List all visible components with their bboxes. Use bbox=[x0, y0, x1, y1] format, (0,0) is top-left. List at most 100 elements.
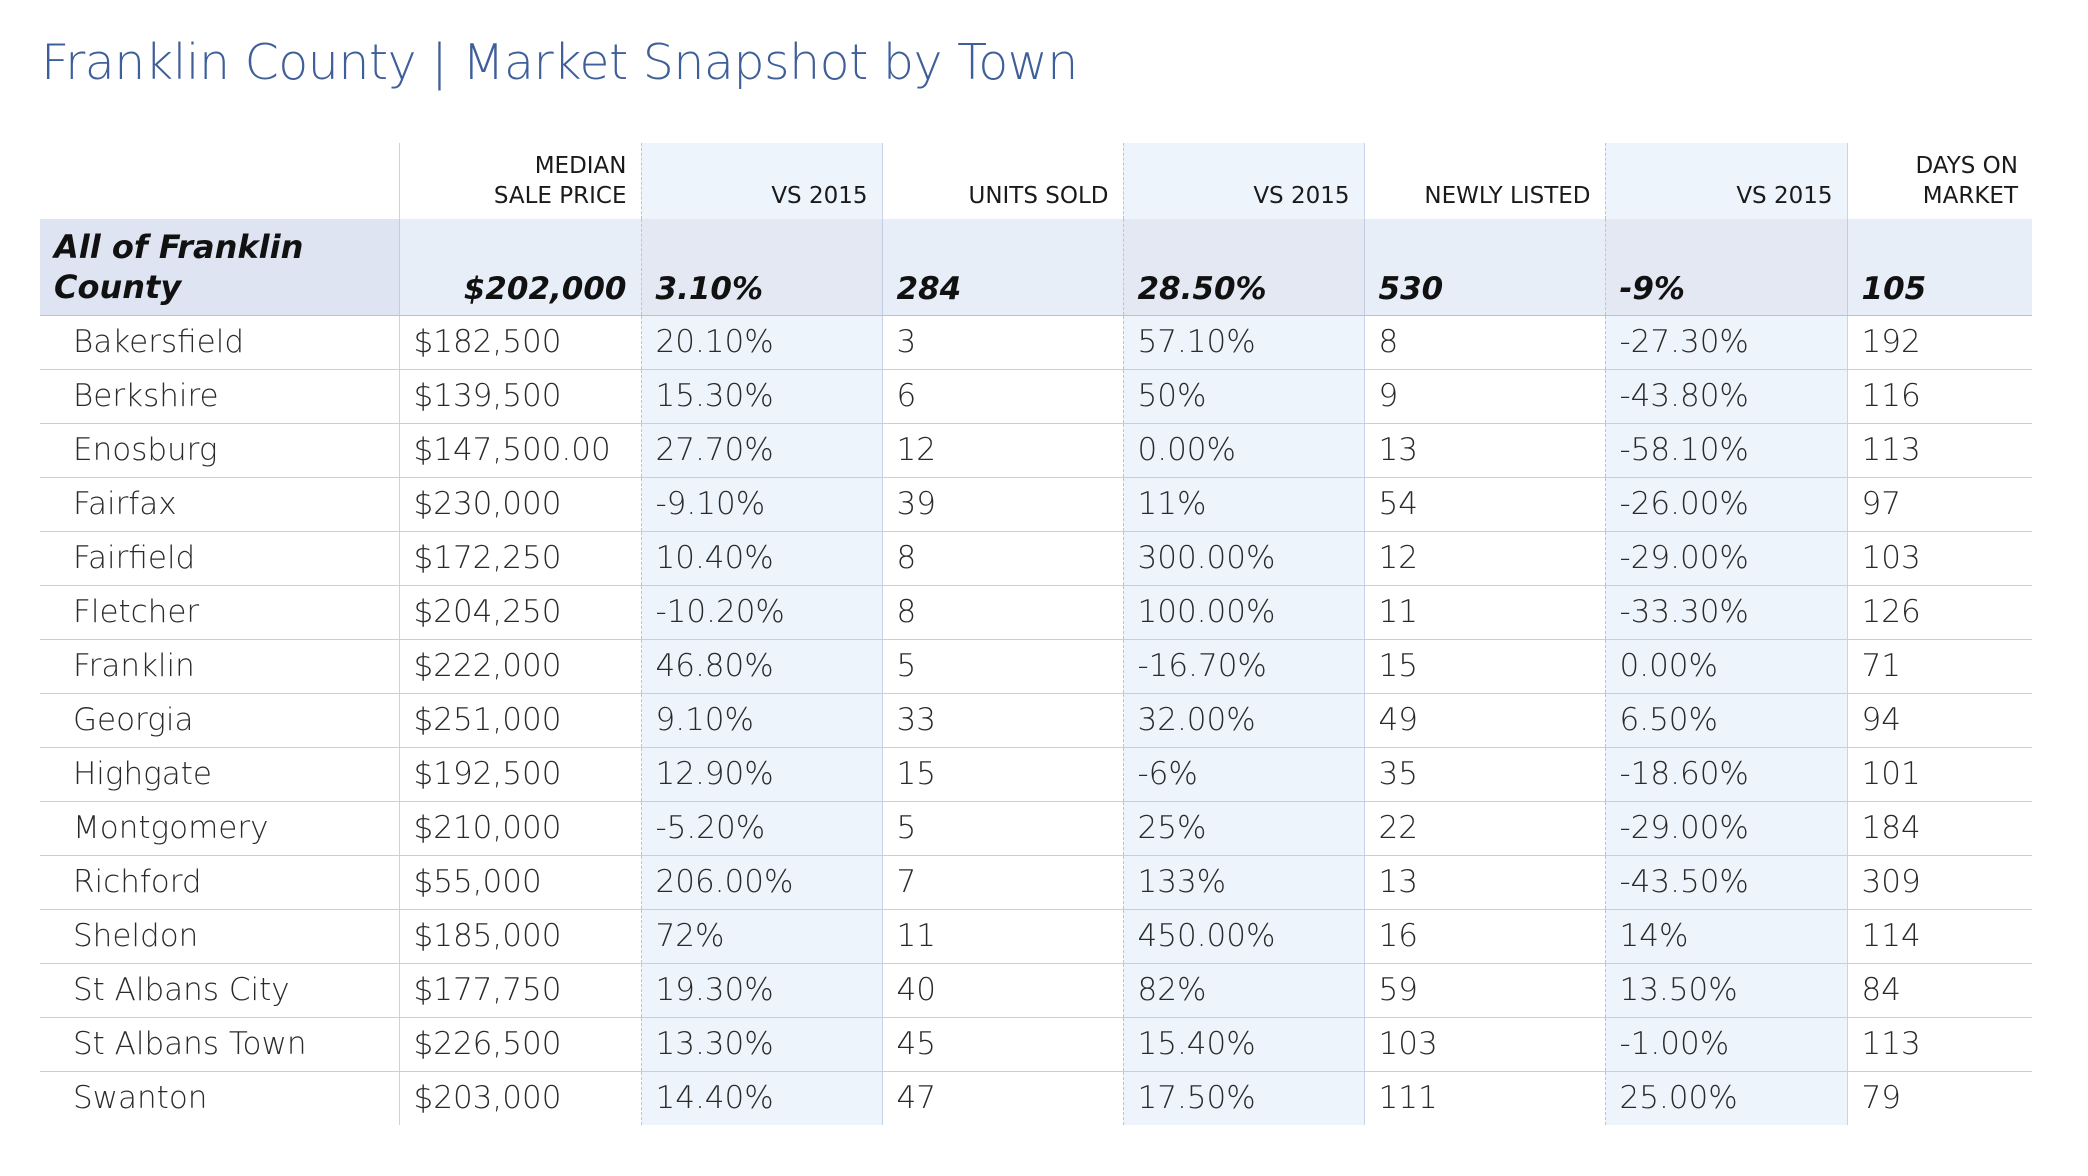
vs-2015-price-cell: 46.80% bbox=[640, 639, 883, 694]
units-sold-cell: 6 bbox=[882, 369, 1123, 424]
summary-name-line1: All of Franklin bbox=[54, 227, 304, 266]
town-name-cell: Berkshire bbox=[40, 369, 400, 424]
vs-2015-units-cell: -16.70% bbox=[1122, 639, 1365, 694]
days-on-market-cell: 114 bbox=[1847, 909, 2032, 964]
header-town bbox=[40, 143, 400, 219]
newly-listed-cell: 22 bbox=[1364, 801, 1605, 856]
vs-2015-price-cell: 15.30% bbox=[640, 369, 883, 424]
vs-2015-price-cell: 10.40% bbox=[640, 531, 883, 586]
vs-2015-listed-cell: -18.60% bbox=[1604, 747, 1848, 802]
vs-2015-listed-cell: -43.50% bbox=[1604, 855, 1848, 910]
town-name-cell: Franklin bbox=[40, 639, 400, 694]
summary-vs-listed: -9% bbox=[1604, 219, 1848, 316]
vs-2015-price-cell: 13.30% bbox=[640, 1017, 883, 1072]
header-vs-2015-price: VS 2015 bbox=[640, 143, 883, 219]
vs-2015-price-cell: 206.00% bbox=[640, 855, 883, 910]
town-name-cell: Swanton bbox=[40, 1071, 400, 1125]
vs-2015-price-cell: 12.90% bbox=[640, 747, 883, 802]
header-dom-line1: DAYS ON bbox=[1915, 153, 2018, 179]
median-sale-price-cell: $172,250 bbox=[399, 531, 641, 586]
units-sold-cell: 5 bbox=[882, 639, 1123, 694]
days-on-market-cell: 116 bbox=[1847, 369, 2032, 424]
vs-2015-listed-cell: 25.00% bbox=[1604, 1071, 1848, 1125]
header-vs-2015-listed: VS 2015 bbox=[1604, 143, 1848, 219]
median-sale-price-cell: $147,500.00 bbox=[399, 423, 641, 478]
vs-2015-units-cell: 15.40% bbox=[1122, 1017, 1365, 1072]
vs-2015-units-cell: 300.00% bbox=[1122, 531, 1365, 586]
town-name-cell: Georgia bbox=[40, 693, 400, 748]
newly-listed-cell: 111 bbox=[1378, 1080, 1438, 1117]
table-row: Fairfield $172,250 10.40% 8 300.00% 12 -29.00%… bbox=[40, 531, 2032, 586]
vs-2015-listed-cell: 13.50% bbox=[1604, 963, 1848, 1018]
summary-name-line2: County bbox=[54, 267, 182, 306]
vs-2015-units-cell: 32.00% bbox=[1122, 693, 1365, 748]
vs-2015-price-cell: 20.10% bbox=[640, 315, 883, 370]
vs-2015-listed-cell: -29.00% bbox=[1604, 531, 1848, 586]
median-sale-price-cell: $210,000 bbox=[399, 801, 641, 856]
newly-listed-cell: 54 bbox=[1364, 477, 1605, 532]
newly-listed-cell: 16 bbox=[1364, 909, 1605, 964]
table-row: St Albans Town $226,500 13.30% 45 15.40% 103-… bbox=[40, 1017, 2032, 1072]
summary-vs-units: 28.50% bbox=[1122, 219, 1365, 316]
units-sold-cell: 11 bbox=[882, 909, 1123, 964]
summary-dom: 105 bbox=[1847, 219, 2032, 316]
median-sale-price-cell: $139,500 bbox=[399, 369, 641, 424]
summary-listed: 530 bbox=[1364, 219, 1605, 316]
newly-listed-cell: 59 bbox=[1364, 963, 1605, 1018]
days-on-market-cell: 309 bbox=[1847, 855, 2032, 910]
vs-2015-price-cell: 19.30% bbox=[640, 963, 883, 1018]
median-sale-price-cell: $177,750 bbox=[399, 963, 641, 1018]
newly-listed-cell: 15 bbox=[1364, 639, 1605, 694]
days-on-market-cell: 71 bbox=[1847, 639, 2032, 694]
days-on-market-cell: 184 bbox=[1847, 801, 2032, 856]
table-row: Bakersfield $182,500 20.10% 3 57.10% 8 -27.30%… bbox=[40, 315, 2032, 370]
units-sold-cell: 7 bbox=[882, 855, 1123, 910]
summary-vs-price: 3.10% bbox=[640, 219, 883, 316]
vs-2015-price-cell: 9.10% bbox=[640, 693, 883, 748]
header-median-sale-price: MEDIAN SALE PRICE bbox=[399, 143, 641, 219]
vs-2015-units-cell: 450.00% bbox=[1122, 909, 1365, 964]
vs-2015-listed-cell: 14% bbox=[1604, 909, 1848, 964]
town-name-cell: Sheldon bbox=[40, 909, 400, 964]
days-on-market-cell: 79 bbox=[1861, 1080, 1901, 1117]
vs-2015-units-cell: -6% bbox=[1122, 747, 1365, 802]
median-sale-price-cell: $192,500 bbox=[399, 747, 641, 802]
days-on-market-cell: 101 bbox=[1847, 747, 2032, 802]
vs-2015-units-cell: 50% bbox=[1122, 369, 1365, 424]
median-sale-price-cell: $226,500 bbox=[399, 1017, 641, 1072]
median-sale-price-cell: $251,000 bbox=[399, 693, 641, 748]
table-row: Richford $55,000 206.00% 7 133% 13 -43.50% 309 bbox=[40, 855, 2032, 910]
median-sale-price-cell: $185,000 bbox=[399, 909, 641, 964]
vs-2015-units-cell: 25% bbox=[1122, 801, 1365, 856]
town-name-cell: Fairfield bbox=[40, 531, 400, 586]
header-days-on-market: DAYS ON MARKET bbox=[1847, 143, 2032, 219]
town-name-cell: Enosburg bbox=[40, 423, 400, 478]
units-sold-cell: 5 bbox=[882, 801, 1123, 856]
summary-median: $202,000 bbox=[399, 219, 641, 316]
town-name-cell: Richford bbox=[40, 855, 400, 910]
units-sold-cell: 8 bbox=[882, 531, 1123, 586]
vs-2015-price-cell: 72% bbox=[640, 909, 883, 964]
town-name-cell: Montgomery bbox=[40, 801, 400, 856]
town-rows: Bakersfield $182,500 20.10% 3 57.10% 8 -27.30%… bbox=[40, 315, 2032, 1125]
newly-listed-cell: 103 bbox=[1364, 1017, 1605, 1072]
median-sale-price-cell: $230,000 bbox=[399, 477, 641, 532]
vs-2015-listed-cell: 6.50% bbox=[1604, 693, 1848, 748]
table-row: Montgomery $210,000 -5.20% 5 25% 22 -29.00% 184 bbox=[40, 801, 2032, 856]
table-header: MEDIAN SALE PRICE VS 2015 UNITS SOLD VS … bbox=[40, 143, 2032, 219]
vs-2015-units-cell: 17.50% bbox=[1122, 1071, 1365, 1125]
days-on-market-cell: 84 bbox=[1847, 963, 2032, 1018]
header-median-line1: MEDIAN bbox=[534, 153, 627, 179]
newly-listed-cell: 12 bbox=[1364, 531, 1605, 586]
units-sold-cell: 33 bbox=[882, 693, 1123, 748]
vs-2015-listed-cell: -58.10% bbox=[1604, 423, 1848, 478]
page-title: Franklin County | Market Snapshot by Tow… bbox=[41, 34, 1078, 91]
town-name-cell: Bakersfield bbox=[40, 315, 400, 370]
newly-listed-cell: 35 bbox=[1364, 747, 1605, 802]
newly-listed-cell: 11 bbox=[1364, 585, 1605, 640]
vs-2015-listed-cell: -29.00% bbox=[1604, 801, 1848, 856]
summary-units: 284 bbox=[882, 219, 1123, 316]
header-newly-listed: NEWLY LISTED bbox=[1424, 183, 1591, 209]
vs-2015-price-cell: -5.20% bbox=[640, 801, 883, 856]
vs-2015-listed-cell: 0.00% bbox=[1604, 639, 1848, 694]
